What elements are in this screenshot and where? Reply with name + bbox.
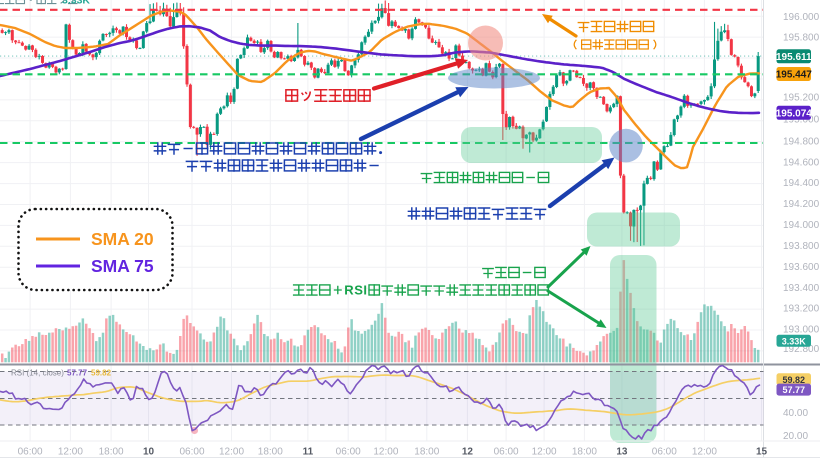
svg-text:194.200: 194.200	[783, 199, 820, 210]
svg-text:193.800: 193.800	[783, 241, 820, 252]
svg-text:SMA 75: SMA 75	[91, 256, 154, 276]
svg-text:195.611: 195.611	[776, 52, 812, 63]
svg-text:06:00: 06:00	[179, 447, 204, 458]
svg-text:12:00: 12:00	[58, 447, 83, 458]
svg-text:12: 12	[462, 447, 474, 458]
svg-text:SMA 20: SMA 20	[91, 229, 154, 249]
svg-text:12:00: 12:00	[373, 447, 398, 458]
svg-text:57.77: 57.77	[67, 368, 88, 377]
svg-text:195.200: 195.200	[783, 93, 820, 104]
svg-text:18:00: 18:00	[572, 447, 597, 458]
svg-text:193.200: 193.200	[783, 304, 820, 315]
svg-text:195.074: 195.074	[776, 108, 813, 119]
svg-text:11: 11	[303, 447, 314, 458]
svg-text:195.800: 195.800	[783, 33, 820, 44]
svg-text:195.447: 195.447	[776, 70, 813, 81]
svg-text:15: 15	[756, 447, 768, 458]
svg-text:59.82: 59.82	[783, 375, 806, 385]
svg-text:40.00: 40.00	[783, 408, 808, 419]
svg-text:192.800: 192.800	[783, 344, 820, 355]
svg-text:20.00: 20.00	[783, 431, 808, 442]
svg-text:193.000: 193.000	[783, 325, 820, 336]
svg-text:RSI (14, close): RSI (14, close)	[11, 368, 64, 377]
svg-text:3.33K: 3.33K	[62, 0, 90, 6]
svg-text:194.800: 194.800	[783, 136, 820, 147]
svg-text:10: 10	[143, 447, 155, 458]
svg-text:194.000: 194.000	[783, 220, 820, 231]
svg-text:194.600: 194.600	[783, 157, 820, 168]
svg-text:06:00: 06:00	[652, 447, 677, 458]
svg-text:12:00: 12:00	[532, 447, 557, 458]
svg-text:193.400: 193.400	[783, 283, 820, 294]
svg-text:57.77: 57.77	[783, 385, 806, 395]
svg-text:13: 13	[616, 447, 628, 458]
svg-text:12:00: 12:00	[692, 447, 717, 458]
svg-text:18:00: 18:00	[99, 447, 124, 458]
svg-text:193.600: 193.600	[783, 262, 820, 273]
svg-text:06:00: 06:00	[18, 447, 43, 458]
svg-text:RSI: RSI	[344, 283, 367, 298]
svg-text:12:00: 12:00	[219, 447, 244, 458]
svg-text:59.82: 59.82	[91, 368, 112, 377]
svg-text:06:00: 06:00	[494, 447, 519, 458]
svg-text:06:00: 06:00	[336, 447, 361, 458]
svg-text:194.400: 194.400	[783, 178, 820, 189]
svg-text:3.33K: 3.33K	[782, 336, 807, 346]
svg-text:18:00: 18:00	[414, 447, 439, 458]
svg-text:18:00: 18:00	[258, 447, 283, 458]
svg-text:196.000: 196.000	[783, 12, 820, 23]
